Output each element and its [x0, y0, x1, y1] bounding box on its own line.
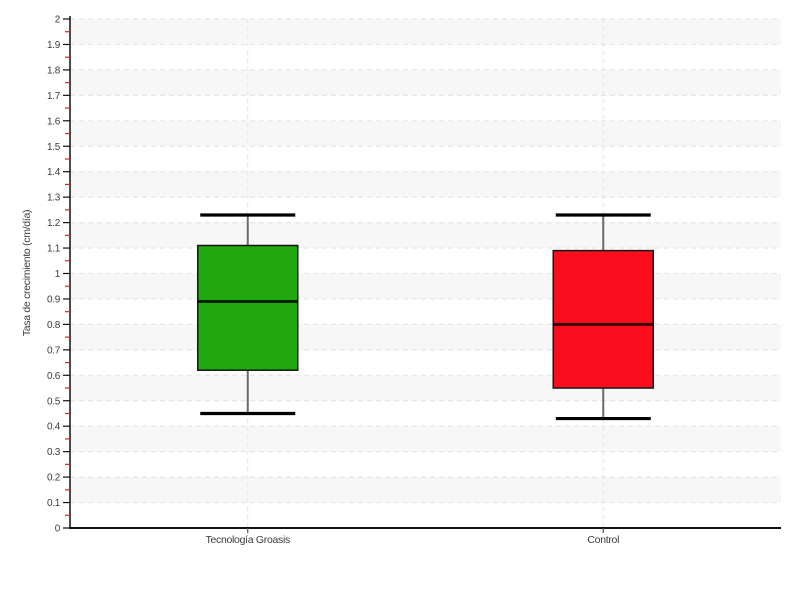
y-tick-label: 1.3	[47, 193, 61, 204]
plot-bands	[70, 19, 781, 503]
y-tick-label: 1.7	[47, 91, 61, 102]
plot-band	[70, 19, 781, 45]
y-axis-title: Tasa de crecimiento (cm/día)	[21, 210, 33, 336]
y-tick-label: 0.3	[47, 447, 61, 458]
y-axis: 0 0.1 0.2 0.3 0.4 0.5 0.6 0.7 0.8 0.9 1 1.1 1.2 1.3 1.…	[47, 15, 71, 535]
gridlines	[70, 18, 781, 528]
y-tick-label: 0.5	[47, 396, 61, 407]
y-tick-label: 1.5	[47, 142, 61, 153]
box-control	[552, 249, 654, 389]
plot-band	[70, 375, 781, 401]
y-tick-label: 0.7	[47, 345, 61, 356]
y-tick-label: 1	[55, 269, 61, 280]
plot-band	[70, 273, 781, 299]
y-tick-label: 1.6	[47, 116, 61, 127]
plot-band	[70, 426, 781, 452]
y-tick-label: 0	[55, 524, 61, 535]
y-tick-label: 0.1	[47, 498, 61, 509]
y-tick-label: 1.1	[47, 244, 61, 255]
y-tick-label: 1.2	[47, 218, 61, 229]
plot-band	[70, 324, 781, 350]
plot-band	[70, 120, 781, 147]
plot-band	[70, 171, 781, 198]
plot-band	[70, 477, 781, 503]
plot-band	[70, 69, 781, 96]
box-tecnologia-groasis	[197, 244, 299, 371]
y-tick-label: 0.4	[47, 422, 61, 433]
plot-band	[70, 222, 781, 249]
x-axis: Tecnología Groasis Control	[69, 527, 781, 546]
y-tick-label: 1.9	[47, 40, 61, 51]
box-series	[197, 213, 654, 421]
y-tick-label: 1.8	[47, 65, 61, 76]
y-tick-label: 0.9	[47, 294, 61, 305]
y-tick-label: 1.4	[47, 167, 61, 178]
y-tick-label: 0.6	[47, 371, 61, 382]
y-tick-label: 0.2	[47, 473, 61, 484]
y-tick-label: 2	[55, 15, 61, 26]
x-category-label: Tecnología Groasis	[206, 534, 291, 546]
y-tick-label: 0.8	[47, 320, 61, 331]
x-category-label: Control	[587, 534, 619, 546]
